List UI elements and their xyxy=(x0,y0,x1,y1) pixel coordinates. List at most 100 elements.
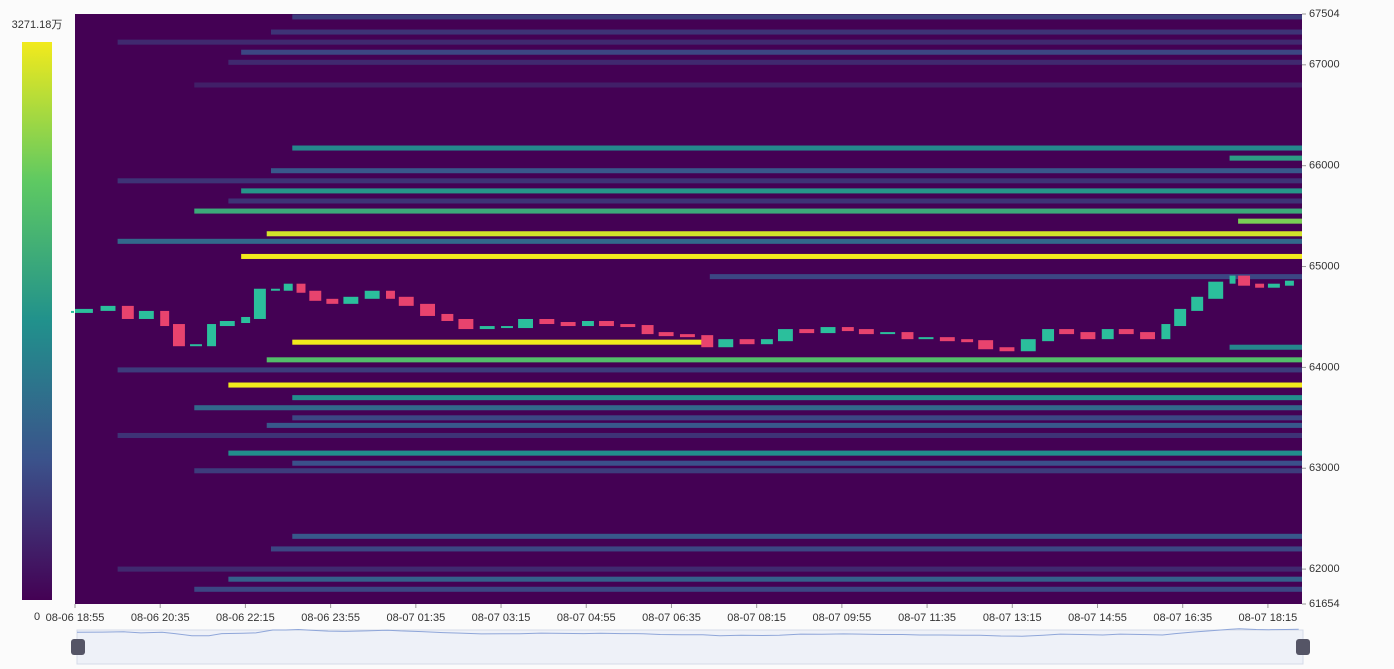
zoom-preview-line xyxy=(76,628,1299,637)
heat-band xyxy=(228,198,1302,204)
candle xyxy=(939,337,955,342)
heat-band xyxy=(266,357,1302,363)
candle xyxy=(560,322,576,327)
candle xyxy=(820,327,836,334)
candle xyxy=(420,303,436,316)
candle xyxy=(581,321,594,327)
candle xyxy=(1267,283,1280,288)
candle xyxy=(918,337,934,340)
heat-band xyxy=(194,82,1303,88)
zoom-handle-right[interactable] xyxy=(1296,639,1310,655)
candle xyxy=(518,318,533,329)
candle xyxy=(1191,296,1204,311)
colorbar-max-label: 3271.18万 xyxy=(12,19,63,31)
candle xyxy=(398,296,414,306)
candle xyxy=(679,334,695,338)
y-tick-label: 67000 xyxy=(1309,59,1340,71)
y-tick-label: 66000 xyxy=(1309,160,1340,172)
heat-band xyxy=(117,367,1303,373)
heat-band xyxy=(241,253,1302,259)
candle xyxy=(501,326,513,329)
candle xyxy=(1161,324,1171,340)
heat-band xyxy=(292,395,1302,401)
candle xyxy=(739,339,755,345)
heat-band xyxy=(117,566,1303,572)
candle xyxy=(479,326,495,330)
x-tick-label: 08-07 14:55 xyxy=(1068,612,1127,624)
heat-band xyxy=(194,405,1303,411)
candle xyxy=(270,288,280,291)
candle xyxy=(799,329,815,334)
candle xyxy=(718,339,734,348)
heat-band xyxy=(292,533,1302,539)
candle xyxy=(309,290,322,301)
heat-band xyxy=(117,432,1303,438)
candle xyxy=(1042,329,1055,342)
candle xyxy=(961,339,974,343)
candle xyxy=(599,321,614,327)
x-tick-label: 08-06 18:55 xyxy=(46,612,105,624)
heat-band xyxy=(228,576,1302,582)
candle xyxy=(138,310,154,319)
candle xyxy=(1174,308,1187,327)
x-tick-label: 08-06 23:55 xyxy=(301,612,360,624)
zoom-handle-left[interactable] xyxy=(71,639,85,655)
heat-band xyxy=(194,586,1303,592)
candle xyxy=(190,344,202,347)
heat-band xyxy=(292,145,1302,151)
x-tick-label: 08-06 22:15 xyxy=(216,612,275,624)
candle xyxy=(701,335,714,348)
x-tick-label: 08-07 18:15 xyxy=(1239,612,1298,624)
candle xyxy=(1020,339,1036,352)
candle xyxy=(326,298,339,304)
candle xyxy=(160,310,170,327)
heat-band xyxy=(292,415,1302,421)
y-tick-label: 64000 xyxy=(1309,361,1340,373)
candle xyxy=(1080,332,1096,340)
x-tick-label: 08-06 20:35 xyxy=(131,612,190,624)
heat-band xyxy=(1229,155,1302,161)
zoom-slider[interactable] xyxy=(76,629,1304,665)
candle xyxy=(253,288,266,319)
heat-band xyxy=(709,274,1302,280)
heat-band xyxy=(241,49,1302,55)
candle xyxy=(1255,283,1265,288)
x-tick-label: 08-07 16:35 xyxy=(1153,612,1212,624)
candle xyxy=(858,329,874,335)
candle xyxy=(1059,329,1075,335)
candle xyxy=(1229,275,1236,284)
heat-band xyxy=(228,382,1302,388)
x-tick-label: 08-07 04:55 xyxy=(557,612,616,624)
heatmap-background xyxy=(75,14,1302,604)
candle xyxy=(296,283,306,293)
plot-area xyxy=(71,14,1303,604)
y-tick-label: 65000 xyxy=(1309,260,1340,272)
heat-band xyxy=(270,546,1303,552)
heat-band xyxy=(266,422,1302,428)
colorbar-min-label: 0 xyxy=(34,611,40,623)
candle xyxy=(999,347,1015,352)
candle xyxy=(364,290,380,299)
heat-band xyxy=(270,168,1303,174)
candle xyxy=(1284,280,1294,286)
candle xyxy=(978,340,994,350)
heat-band xyxy=(241,188,1302,194)
candle xyxy=(880,332,896,335)
candle xyxy=(641,325,654,335)
x-tick-label: 08-07 09:55 xyxy=(813,612,872,624)
x-tick-label: 08-07 11:35 xyxy=(898,612,956,624)
candle xyxy=(1101,329,1114,340)
y-tick-label: 61654 xyxy=(1309,598,1340,610)
candle xyxy=(658,332,674,337)
heat-band xyxy=(117,178,1303,184)
heat-band xyxy=(292,14,1302,20)
heat-band xyxy=(117,39,1303,45)
heat-band xyxy=(1238,218,1302,224)
y-tick-label: 63000 xyxy=(1309,462,1340,474)
candle xyxy=(1118,329,1134,335)
candle xyxy=(75,308,93,313)
candle xyxy=(207,324,217,347)
candle xyxy=(172,324,185,347)
candle xyxy=(539,318,555,325)
